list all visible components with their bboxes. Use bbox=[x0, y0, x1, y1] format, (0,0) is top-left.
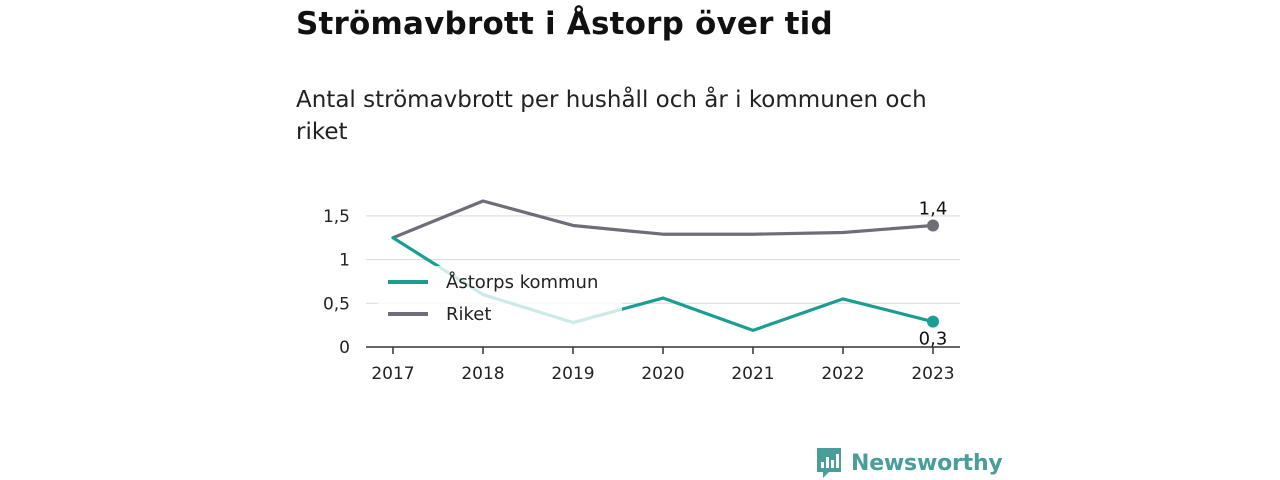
x-tick-label: 2023 bbox=[911, 364, 954, 384]
newsworthy-logo-icon bbox=[817, 448, 841, 478]
legend-label: Riket bbox=[446, 304, 491, 325]
series-end-point bbox=[927, 219, 939, 232]
y-tick-label: 1,5 bbox=[323, 207, 350, 227]
logo-text: Newsworthy bbox=[851, 450, 1003, 476]
x-tick-label: 2020 bbox=[641, 364, 684, 384]
x-tick-label: 2018 bbox=[461, 364, 504, 384]
legend-label: Åstorps kommun bbox=[446, 271, 598, 293]
x-tick-label: 2019 bbox=[551, 364, 594, 384]
newsworthy-logo: Newsworthy bbox=[815, 446, 1003, 480]
x-tick-label: 2017 bbox=[371, 364, 414, 384]
x-tick-label: 2022 bbox=[821, 364, 864, 384]
series-end-point bbox=[927, 315, 939, 328]
legend: Åstorps kommun Riket bbox=[378, 266, 622, 326]
series-line-riket bbox=[391, 199, 935, 240]
y-tick-label: 0,5 bbox=[323, 294, 350, 314]
data-labels: 1,4 0,3 bbox=[919, 198, 948, 349]
data-label-astorp: 0,3 bbox=[919, 329, 948, 350]
chart-subtitle: Antal strömavbrott per hushåll och år i … bbox=[296, 87, 927, 145]
chart-title: Strömavbrott i Åstorp över tid bbox=[296, 6, 833, 42]
data-label-riket: 1,4 bbox=[919, 198, 948, 219]
y-tick-label: 0 bbox=[339, 338, 350, 358]
x-tick-label: 2021 bbox=[731, 364, 774, 384]
x-axis: 2017 2018 2019 2020 2021 2022 2023 bbox=[366, 346, 960, 384]
y-tick-label: 1 bbox=[339, 251, 350, 271]
